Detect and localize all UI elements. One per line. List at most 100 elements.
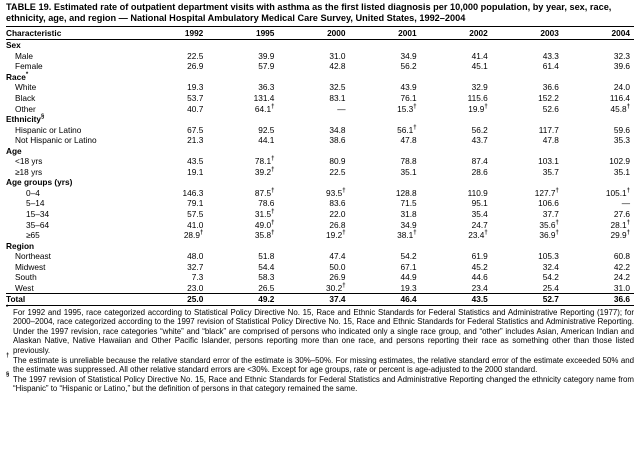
data-cell: 26.9 (136, 61, 207, 72)
cell-value: 34.9 (400, 219, 417, 230)
cell-value: 41.0 (187, 219, 204, 230)
cell-value: 29.9 (610, 230, 627, 241)
footnote-marker: † (271, 209, 275, 216)
cell-value: 50.0 (329, 261, 346, 272)
data-cell: 19.9† (421, 103, 492, 114)
table-row: 15–34 57.5 31.5† 22.0 31.8 35.4 37.7 27.6 (6, 209, 634, 220)
cell-value: 78.8 (400, 156, 417, 167)
data-cell: 127.7† (492, 188, 563, 199)
cell-value: 26.8 (329, 219, 346, 230)
data-cell: 44.6 (421, 272, 492, 283)
data-cell: 83.1 (278, 93, 349, 104)
cell-value: 36.9 (539, 230, 556, 241)
cell-value: 23.4 (468, 230, 485, 241)
row-label: Not Hispanic or Latino (15, 135, 97, 146)
footnote-marker: † (342, 230, 346, 237)
data-cell: 47.8 (492, 135, 563, 146)
footnote: † The estimate is unreliable because the … (6, 352, 634, 375)
cell-value: 103.1 (538, 156, 559, 167)
data-cell: 39.6 (563, 61, 634, 72)
cell-value: 49.0 (254, 219, 272, 230)
data-cell: 103.1 (492, 156, 563, 167)
cell-value: 83.6 (329, 198, 346, 209)
data-cell: 117.7 (492, 124, 563, 135)
table-row: Midwest 32.7 54.4 50.0 67.1 45.2 32.4 42.2 (6, 261, 634, 272)
footnotes: * For 1992 and 1995, race categorized acc… (6, 305, 634, 394)
cell-value: 105.3 (538, 251, 559, 262)
footnote-text: For 1992 and 1995, race categorized acco… (13, 307, 634, 356)
total-cell: 25.0 (136, 293, 208, 306)
table-row: Female 26.9 57.9 42.8 56.2 45.1 61.4 39.6 (6, 61, 634, 72)
cell-value: 61.9 (471, 251, 488, 262)
data-cell: 79.1 (136, 198, 207, 209)
cell-value: 80.9 (329, 156, 346, 167)
cell-value: 42.2 (613, 261, 630, 272)
cell-value: 37.7 (542, 209, 559, 220)
table-row: Male 22.5 39.9 31.0 34.9 41.4 43.3 32.3 (6, 51, 634, 62)
cell-value: 32.4 (542, 261, 559, 272)
section-heading: Age (6, 145, 634, 156)
data-cell: 26.5 (207, 283, 278, 294)
cell-value: 106.6 (538, 198, 559, 209)
data-cell: 42.2 (563, 261, 634, 272)
data-cell: 115.6 (421, 93, 492, 104)
section-heading-label: Age (6, 145, 22, 156)
section-heading-row: Sex (6, 40, 634, 51)
data-cell: 102.9 (563, 156, 634, 167)
data-cell: 45.1 (421, 61, 492, 72)
cell-value: 43.5 (187, 156, 204, 167)
cell-value: 47.8 (400, 135, 417, 146)
footnote-marker: † (555, 230, 559, 237)
data-cell: 128.8 (350, 188, 421, 199)
data-cell: 78.1† (207, 156, 278, 167)
data-cell: 93.5† (278, 188, 349, 199)
cell-value: 19.2 (326, 230, 343, 241)
cell-value: 43.7 (471, 135, 488, 146)
cell-value: 35.1 (400, 166, 417, 177)
cell-value: 34.9 (400, 50, 417, 61)
table-row: Hispanic or Latino 67.5 92.5 34.8 56.1† 56.2 1… (6, 124, 634, 135)
data-cell: 39.2† (207, 167, 278, 178)
cell-value: 40.7 (187, 103, 204, 114)
cell-value: 32.9 (471, 82, 488, 93)
table-row: West 23.0 26.5 30.2† 19.3 23.4 25.4 31.0 (6, 283, 634, 294)
data-cell: 95.1 (421, 198, 492, 209)
cell-value: 56.2 (400, 61, 417, 72)
cell-value: 26.5 (258, 282, 275, 293)
total-cell: 52.7 (491, 293, 563, 306)
footnote-marker: † (413, 230, 417, 237)
cell-value: 58.3 (258, 272, 275, 283)
cell-value: 39.2 (254, 166, 272, 177)
data-cell: 32.9 (421, 82, 492, 93)
data-cell: 26.8 (278, 219, 349, 230)
cell-value: 24.0 (613, 82, 630, 93)
cell-value: 36.6 (542, 82, 559, 93)
column-header-year: 2001 (349, 26, 421, 40)
data-cell: 38.1† (350, 230, 421, 241)
cell-value: 27.6 (613, 209, 630, 220)
data-cell: 110.9 (421, 188, 492, 199)
data-cell: 31.0 (278, 51, 349, 62)
data-cell: 24.0 (563, 82, 634, 93)
data-cell: 67.1 (350, 261, 421, 272)
column-header-year: 1992 (136, 26, 208, 40)
cell-value: 78.1 (254, 156, 272, 167)
section-heading-label: Race (6, 71, 26, 82)
cell-value: 45.2 (471, 261, 488, 272)
data-cell: 7.3 (136, 272, 207, 283)
data-cell: 32.7 (136, 261, 207, 272)
data-cell: 32.4 (492, 261, 563, 272)
data-cell: 23.4† (421, 230, 492, 241)
data-cell: 43.7 (421, 135, 492, 146)
cell-value: 43.9 (400, 82, 417, 93)
row-label: Black (15, 93, 36, 103)
cell-value: 31.8 (400, 209, 417, 220)
footnote-marker: † (555, 219, 559, 226)
data-cell: 35.3 (563, 135, 634, 146)
data-cell: 34.9 (350, 51, 421, 62)
cell-value: 54.4 (258, 261, 275, 272)
cell-value: 44.9 (400, 272, 417, 283)
cell-value: — (621, 198, 630, 209)
total-cell: 46.4 (349, 293, 421, 306)
data-cell: 49.0† (207, 219, 278, 230)
